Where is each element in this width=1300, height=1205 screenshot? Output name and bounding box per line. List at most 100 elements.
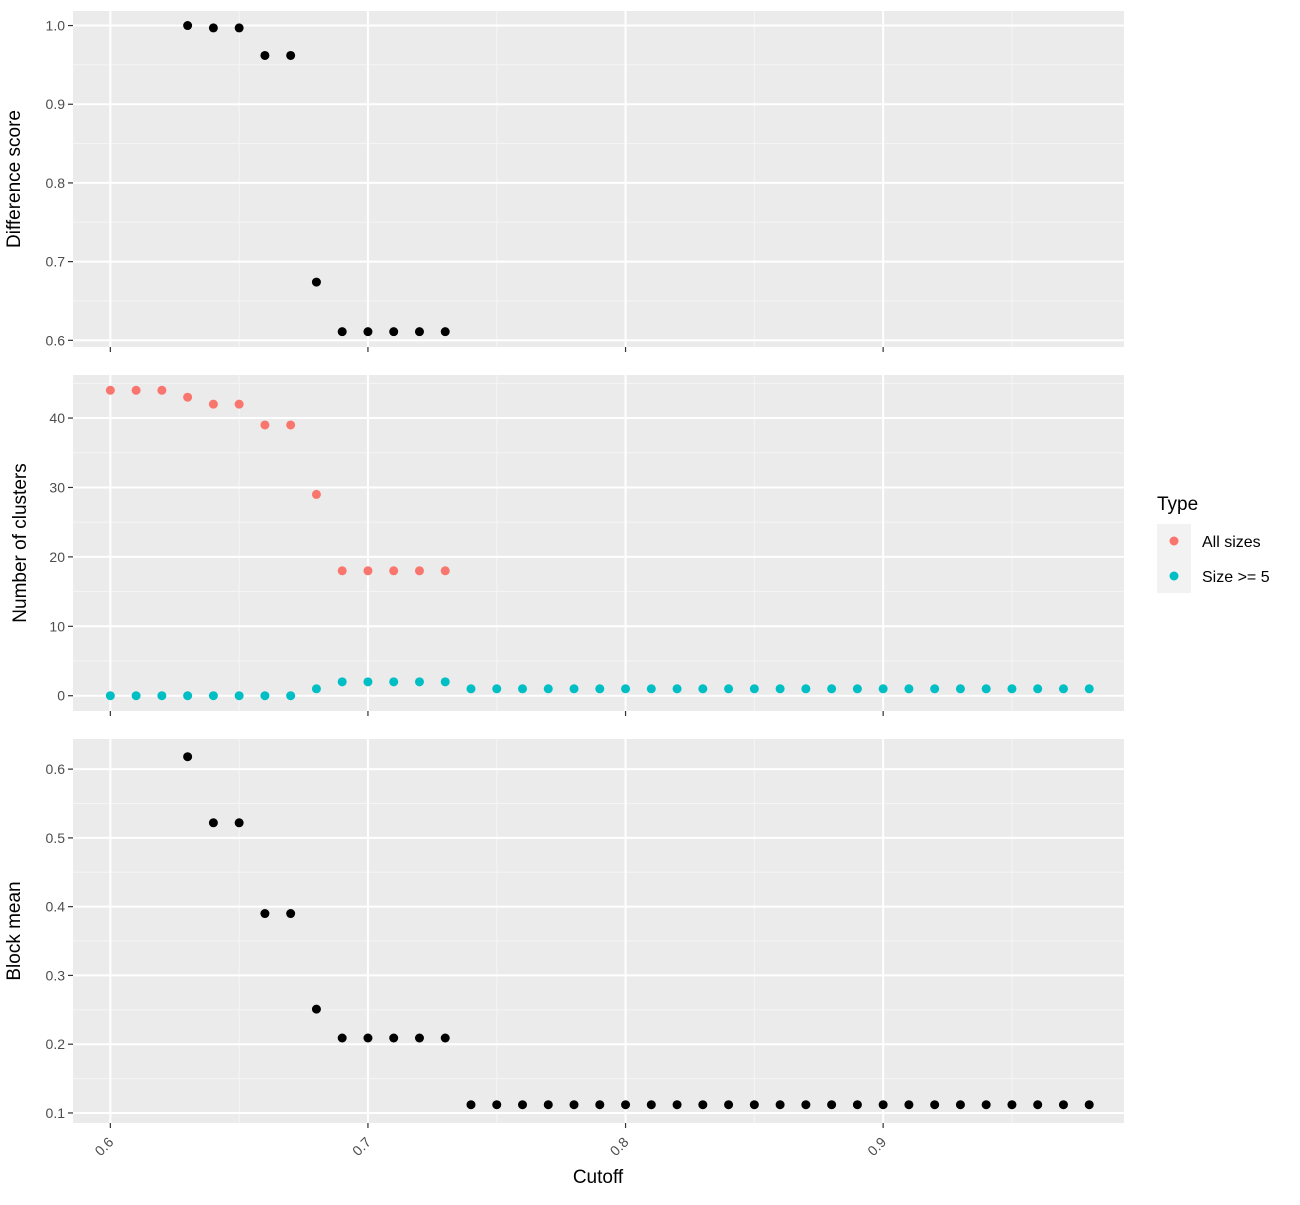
point-all-sizes	[286, 420, 296, 430]
point-series-0	[389, 1033, 399, 1043]
point-all-sizes	[440, 566, 450, 576]
point-series-0	[208, 23, 218, 33]
x-axis: 0.6 0.7 0.8 0.9	[91, 1134, 889, 1159]
point-series-0	[672, 1100, 682, 1110]
point-size-5	[621, 684, 631, 694]
point-size-5	[1084, 684, 1094, 694]
point-series-0	[852, 1100, 862, 1110]
point-series-0	[1033, 1100, 1043, 1110]
point-size-5	[749, 684, 759, 694]
point-series-0	[440, 1033, 450, 1043]
point-series-0	[518, 1100, 528, 1110]
y-tick-label: 0.6	[46, 761, 66, 777]
point-size-5	[955, 684, 965, 694]
legend-key-all-sizes	[1169, 536, 1179, 546]
point-series-0	[208, 818, 218, 828]
point-series-0	[595, 1100, 605, 1110]
point-all-sizes	[311, 489, 321, 499]
x-tick-label: 0.6	[91, 1134, 116, 1159]
y-tick-label: 20	[49, 549, 65, 565]
point-size-5	[492, 684, 502, 694]
point-size-5	[852, 684, 862, 694]
point-size-5	[543, 684, 553, 694]
panel-block-mean: 0.1 0.2 0.3 0.4 0.5 0.6 Block mean	[4, 739, 1124, 1128]
point-all-sizes	[183, 392, 193, 402]
point-size-5	[569, 684, 579, 694]
point-size-5	[131, 691, 141, 701]
point-series-0	[930, 1100, 940, 1110]
point-size-5	[646, 684, 656, 694]
point-series-0	[621, 1100, 631, 1110]
y-tick-label: 0.6	[46, 332, 66, 348]
point-all-sizes	[260, 420, 270, 430]
y-tick-label: 30	[49, 479, 65, 495]
panel-background	[73, 11, 1124, 347]
point-size-5	[930, 684, 940, 694]
panel-background	[73, 375, 1124, 711]
point-series-0	[311, 1004, 321, 1014]
point-series-0	[904, 1100, 914, 1110]
point-series-0	[363, 327, 373, 337]
point-series-0	[775, 1100, 785, 1110]
point-size-5	[440, 677, 450, 687]
point-size-5	[1058, 684, 1068, 694]
y-tick-label: 0.3	[46, 967, 66, 983]
y-axis-title: Number of clusters	[10, 463, 31, 622]
point-series-0	[234, 23, 244, 33]
point-all-sizes	[157, 385, 167, 395]
point-series-0	[337, 1033, 347, 1043]
point-size-5	[363, 677, 373, 687]
point-series-0	[955, 1100, 965, 1110]
point-size-5	[724, 684, 734, 694]
point-size-5	[801, 684, 811, 694]
point-all-sizes	[389, 566, 399, 576]
point-series-0	[801, 1100, 811, 1110]
point-series-0	[286, 50, 296, 60]
point-series-0	[414, 327, 424, 337]
legend-key-size-ge-5	[1169, 571, 1179, 581]
point-all-sizes	[105, 385, 115, 395]
point-series-0	[440, 327, 450, 337]
point-series-0	[337, 327, 347, 337]
panel-difference-score: 0.6 0.7 0.8 0.9 1.0 Difference score	[4, 11, 1124, 352]
point-size-5	[260, 691, 270, 701]
legend: Type All sizes Size >= 5	[1157, 494, 1270, 593]
legend-label-size-ge-5: Size >= 5	[1202, 569, 1270, 586]
point-size-5	[1007, 684, 1017, 694]
y-tick-label: 0.5	[46, 830, 66, 846]
panels-layer: 0.6 0.7 0.8 0.9 1.0 Difference score 0 10 20 30 40…	[4, 11, 1124, 1128]
point-size-5	[183, 691, 193, 701]
point-size-5	[698, 684, 708, 694]
point-series-0	[363, 1033, 373, 1043]
y-tick-label: 0.1	[46, 1105, 66, 1121]
point-series-0	[827, 1100, 837, 1110]
point-size-5	[827, 684, 837, 694]
point-series-0	[234, 818, 244, 828]
legend-label-all-sizes: All sizes	[1202, 534, 1261, 551]
point-series-0	[1007, 1100, 1017, 1110]
point-series-0	[1058, 1100, 1068, 1110]
y-axis-title: Block mean	[4, 881, 25, 980]
point-series-0	[749, 1100, 759, 1110]
panel-number-of-clusters: 0 10 20 30 40 Number of clusters	[10, 375, 1124, 716]
legend-key-background	[1157, 524, 1191, 593]
point-series-0	[311, 277, 321, 287]
y-tick-label: 0.4	[46, 899, 66, 915]
point-size-5	[337, 677, 347, 687]
point-size-5	[105, 691, 115, 701]
point-all-sizes	[234, 399, 244, 409]
point-size-5	[466, 684, 476, 694]
y-tick-label: 1.0	[46, 18, 66, 34]
point-size-5	[157, 691, 167, 701]
x-tick-label: 0.8	[607, 1134, 632, 1159]
y-tick-label: 0	[57, 688, 65, 704]
point-series-0	[878, 1100, 888, 1110]
point-size-5	[775, 684, 785, 694]
x-axis-title: Cutoff	[573, 1167, 624, 1188]
point-series-0	[569, 1100, 579, 1110]
legend-title: Type	[1157, 494, 1198, 515]
point-series-0	[183, 21, 193, 31]
point-all-sizes	[208, 399, 218, 409]
